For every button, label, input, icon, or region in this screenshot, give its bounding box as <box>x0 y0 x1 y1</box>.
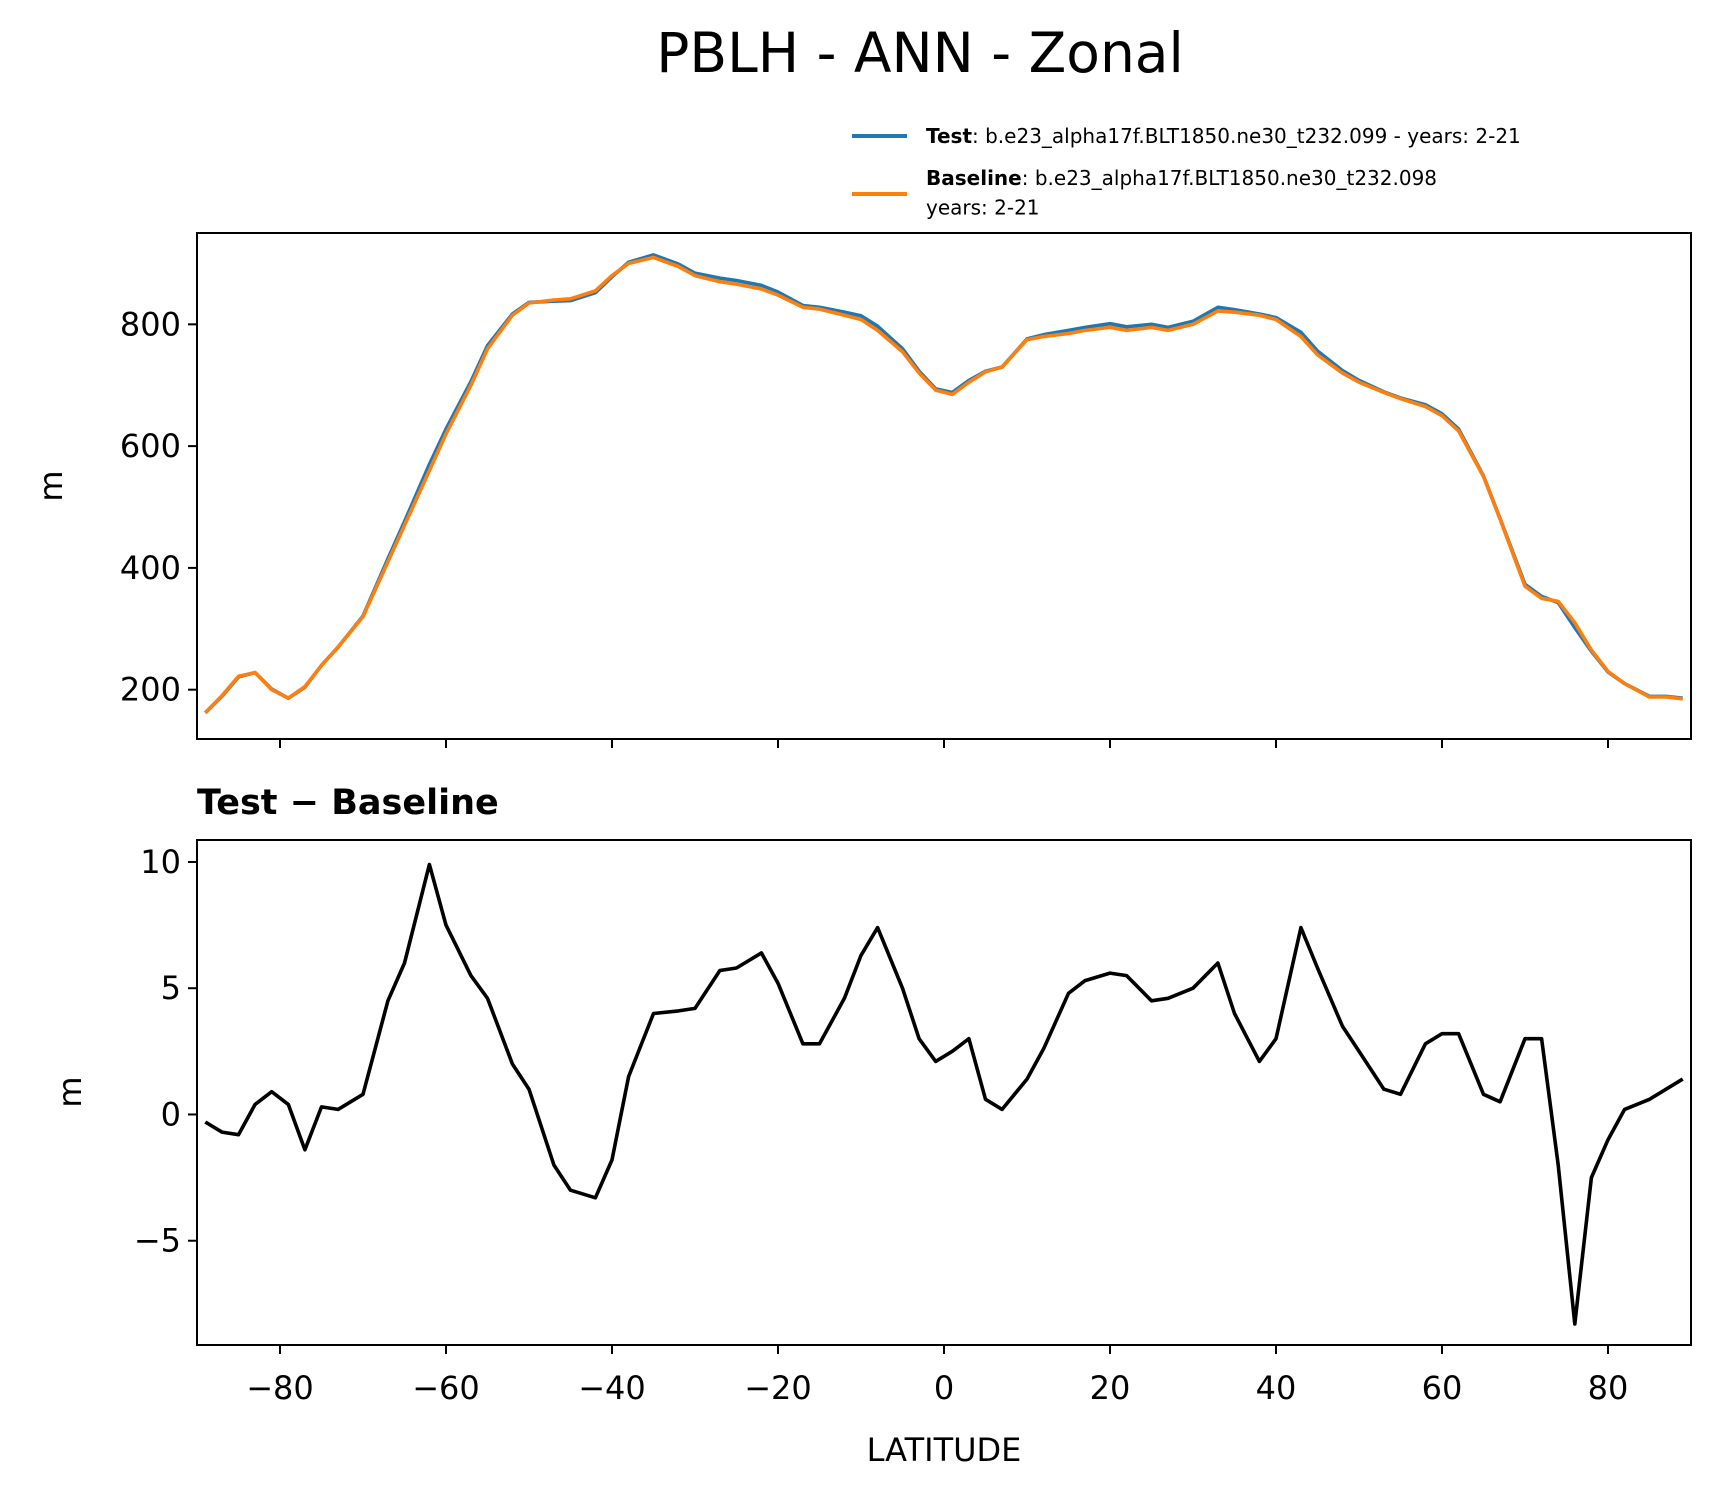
plot-frame <box>196 839 1692 1346</box>
x-tick-label: −40 <box>578 1369 646 1407</box>
x-axis-label: LATITUDE <box>867 1431 1022 1469</box>
subplot-title: Test − Baseline <box>197 783 499 823</box>
legend-entry: Test: b.e23_alpha17f.BLT1850.ne30_t232.0… <box>926 124 1521 148</box>
x-tick-label: 0 <box>934 1369 954 1407</box>
data-line <box>204 862 1684 1326</box>
y-tick-label: 200 <box>120 671 181 709</box>
x-tick-label: −80 <box>246 1369 314 1407</box>
y-tick-label: 600 <box>120 427 181 465</box>
y-tick-label: 0 <box>161 1095 181 1133</box>
x-tick-label: 60 <box>1422 1369 1463 1407</box>
y-tick-label: 400 <box>120 549 181 587</box>
x-tick-label: 80 <box>1588 1369 1629 1407</box>
x-tick-label: −20 <box>744 1369 812 1407</box>
chart-title: PBLH - ANN - Zonal <box>656 21 1184 85</box>
x-tick-label: 20 <box>1090 1369 1131 1407</box>
data-line <box>204 253 1683 715</box>
legend-entry: Baseline: b.e23_alpha17f.BLT1850.ne30_t2… <box>926 166 1437 190</box>
y-tick-label: −5 <box>134 1222 181 1260</box>
x-tick-label: −60 <box>412 1369 480 1407</box>
y-tick-label: 800 <box>120 305 181 343</box>
legend-entry: years: 2-21 <box>926 196 1040 220</box>
y-tick-label: 5 <box>161 969 181 1007</box>
y-axis-label: m <box>51 1076 89 1107</box>
y-tick-label: 10 <box>140 843 181 881</box>
x-tick-label: 40 <box>1256 1369 1297 1407</box>
y-axis-label: m <box>32 470 70 501</box>
data-line <box>204 255 1683 715</box>
